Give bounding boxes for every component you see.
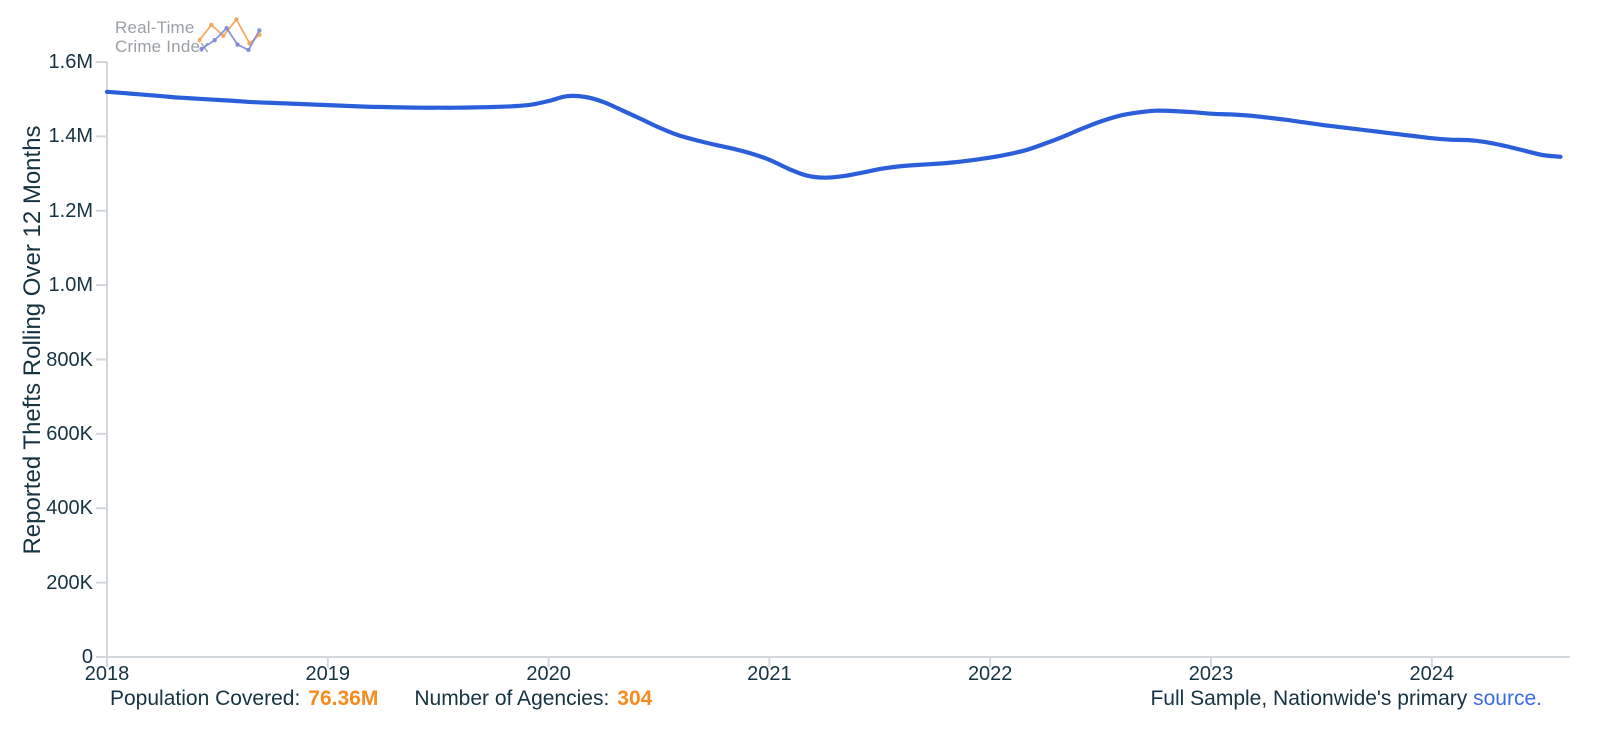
y-tick-label: 1.0M [48,274,93,297]
logo-zigzag-icon [198,17,262,53]
logo: Real-Time Crime Index [115,17,262,56]
agencies-label: Number of Agencies: [414,687,610,710]
sample-note: Full Sample, Nationwide's primary source… [1150,687,1542,711]
y-tick-label: 0 [81,646,93,668]
x-tick-label: 2023 [1188,663,1234,685]
agencies-value: 304 [617,687,653,710]
x-tick-label: 2020 [526,663,571,685]
y-tick-label: 1.2M [48,199,93,222]
axis-lines [106,62,1570,658]
thefts-series-line [104,89,1563,180]
y-tick-label: 600K [46,422,93,445]
y-tick-label: 400K [46,497,93,520]
y-tick-label: 1.4M [48,125,93,148]
y-tick-label: 800K [46,348,93,371]
x-tick-label: 2019 [305,663,351,685]
x-tick-label: 2024 [1409,663,1455,685]
logo-text: Real-Time Crime Index [115,18,209,56]
logo-line1: Real-Time [115,18,195,37]
sample-note-period: . [1536,687,1542,710]
x-tick-label: 2022 [967,663,1013,685]
sample-note-text: Full Sample, Nationwide's primary [1150,687,1468,710]
footer-stats: Population Covered: 76.36M Number of Age… [110,687,652,711]
population-covered-value: 76.36M [308,687,379,710]
x-tick-label: 2018 [84,663,130,685]
population-covered-label: Population Covered: [110,687,301,710]
source-link[interactable]: source [1473,687,1537,710]
x-tick-label: 2021 [747,663,792,685]
logo-line2: Crime Index [115,37,209,57]
y-tick-label: 200K [46,571,93,594]
y-tick-label: 1.6M [48,51,93,73]
footer: Population Covered: 76.36M Number of Age… [110,687,1542,711]
